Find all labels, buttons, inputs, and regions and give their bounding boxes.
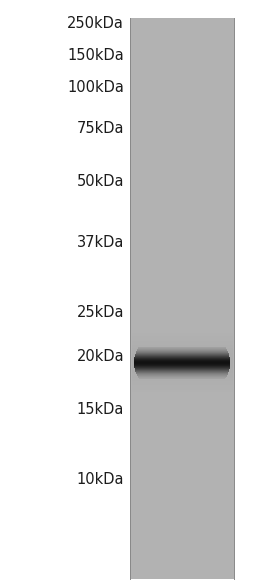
Bar bbox=[131, 371, 233, 373]
Bar bbox=[131, 347, 233, 348]
Bar bbox=[131, 336, 233, 337]
Bar bbox=[131, 356, 233, 357]
Bar bbox=[131, 367, 233, 368]
Bar bbox=[131, 375, 233, 376]
Bar bbox=[131, 340, 233, 342]
Bar bbox=[131, 352, 233, 353]
Bar bbox=[131, 378, 233, 379]
Bar bbox=[131, 378, 233, 380]
Bar bbox=[131, 343, 233, 345]
Bar bbox=[131, 339, 233, 340]
Bar bbox=[131, 355, 233, 356]
Bar bbox=[131, 374, 233, 376]
Bar bbox=[131, 391, 233, 392]
Bar bbox=[131, 346, 233, 347]
Bar bbox=[131, 363, 233, 364]
Bar bbox=[131, 348, 233, 349]
Bar bbox=[131, 344, 233, 345]
Bar bbox=[131, 335, 233, 336]
Bar bbox=[131, 386, 233, 387]
Bar bbox=[131, 369, 233, 370]
Bar bbox=[131, 346, 233, 347]
Bar bbox=[131, 367, 233, 369]
Bar bbox=[131, 357, 233, 358]
Bar bbox=[131, 389, 233, 390]
Bar bbox=[131, 384, 233, 385]
Bar bbox=[131, 343, 233, 344]
Bar bbox=[131, 387, 233, 388]
Text: 50kDa: 50kDa bbox=[77, 174, 124, 189]
Bar bbox=[131, 363, 233, 364]
Text: 150kDa: 150kDa bbox=[68, 48, 124, 63]
Bar bbox=[131, 353, 233, 354]
Bar bbox=[131, 369, 233, 370]
Bar bbox=[131, 340, 233, 341]
Bar bbox=[131, 364, 233, 366]
Bar bbox=[131, 345, 233, 346]
Text: 37kDa: 37kDa bbox=[77, 235, 124, 250]
Text: 25kDa: 25kDa bbox=[77, 305, 124, 321]
Bar bbox=[131, 355, 233, 356]
Bar bbox=[131, 337, 233, 338]
Bar bbox=[131, 373, 233, 374]
Bar bbox=[131, 338, 233, 339]
Bar bbox=[130, 18, 234, 579]
Text: 250kDa: 250kDa bbox=[67, 16, 124, 31]
Bar bbox=[131, 357, 233, 359]
Bar bbox=[131, 351, 233, 352]
Bar bbox=[131, 366, 233, 367]
Bar bbox=[131, 350, 233, 351]
Bar bbox=[131, 360, 233, 361]
Bar bbox=[131, 338, 233, 339]
Bar bbox=[131, 376, 233, 377]
Bar bbox=[131, 381, 233, 383]
Bar bbox=[131, 358, 233, 359]
Text: 75kDa: 75kDa bbox=[77, 121, 124, 136]
Bar bbox=[131, 335, 233, 336]
Bar bbox=[131, 372, 233, 373]
Bar bbox=[131, 384, 233, 386]
Text: 10kDa: 10kDa bbox=[77, 472, 124, 487]
Bar bbox=[131, 359, 233, 360]
Bar bbox=[131, 352, 233, 353]
Bar bbox=[131, 341, 233, 342]
Text: 20kDa: 20kDa bbox=[76, 349, 124, 364]
Bar bbox=[131, 362, 233, 363]
Bar bbox=[131, 342, 233, 343]
Bar bbox=[131, 388, 233, 389]
Bar bbox=[131, 390, 233, 391]
Bar bbox=[131, 377, 233, 378]
Bar bbox=[131, 349, 233, 350]
Bar bbox=[131, 349, 233, 350]
Bar bbox=[131, 334, 233, 335]
Bar bbox=[131, 390, 233, 391]
Bar bbox=[131, 354, 233, 355]
Bar bbox=[131, 381, 233, 382]
Text: 100kDa: 100kDa bbox=[67, 80, 124, 95]
Bar bbox=[131, 364, 233, 365]
Bar bbox=[131, 333, 233, 334]
Bar bbox=[131, 380, 233, 381]
Bar bbox=[131, 361, 233, 362]
Bar bbox=[131, 360, 233, 362]
Bar bbox=[131, 383, 233, 384]
Text: 15kDa: 15kDa bbox=[77, 402, 124, 417]
Bar bbox=[131, 387, 233, 388]
Bar bbox=[131, 366, 233, 367]
Bar bbox=[131, 370, 233, 371]
Bar bbox=[131, 373, 233, 374]
Bar bbox=[131, 370, 233, 371]
